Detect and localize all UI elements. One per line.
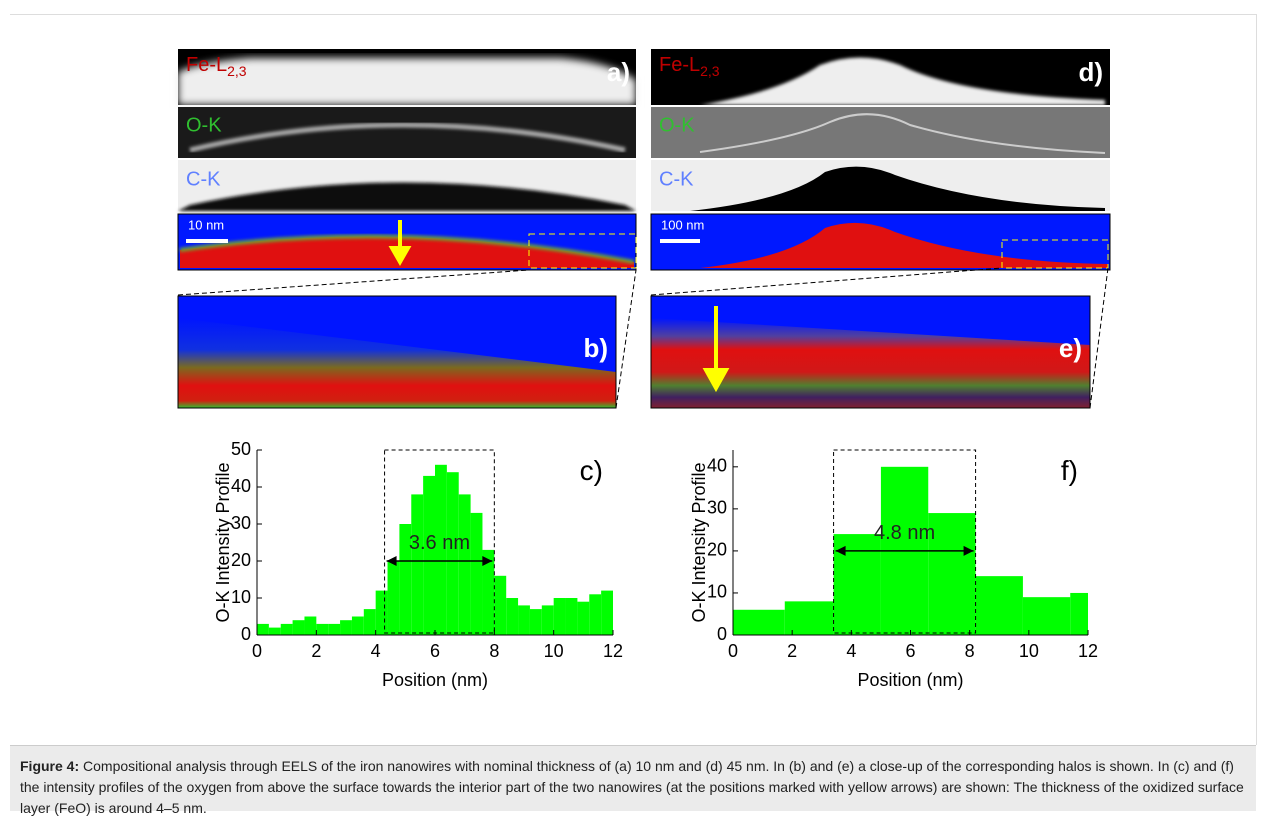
y-tick-label: 10 [707, 582, 727, 602]
bar [928, 513, 976, 635]
panel-e: e) [650, 267, 1109, 409]
annotation-label: 3.6 nm [409, 532, 470, 554]
map-label: Fe-L2,3 [659, 54, 720, 78]
bar [601, 590, 613, 635]
x-axis-label: Position (nm) [857, 670, 963, 690]
bar [304, 616, 317, 635]
panel-label: c) [580, 455, 603, 486]
caption-label: Figure 4: [20, 758, 80, 774]
panel-label: a) [607, 57, 630, 87]
panel-label: e) [1059, 333, 1082, 363]
y-tick-label: 10 [231, 587, 251, 607]
x-tick-label: 6 [905, 641, 915, 661]
panel-label: f) [1061, 455, 1078, 486]
y-tick-label: 40 [231, 476, 251, 496]
bar [363, 609, 376, 635]
bar [375, 590, 388, 635]
bar [292, 620, 305, 635]
panel-label: d) [1078, 57, 1103, 87]
y-tick-label: 20 [707, 540, 727, 560]
bar [268, 627, 281, 635]
x-tick-label: 4 [371, 641, 381, 661]
bar [553, 598, 566, 635]
map-label-sub: 2,3 [700, 63, 720, 79]
y-tick-label: 0 [241, 624, 251, 644]
bar [733, 609, 785, 635]
bar [458, 494, 471, 635]
scale-bar-label: 10 nm [188, 217, 224, 232]
y-tick-label: 30 [231, 513, 251, 533]
x-tick-label: 12 [1078, 641, 1098, 661]
bar [589, 594, 602, 635]
x-tick-label: 8 [965, 641, 975, 661]
y-axis-label: O-K Intensity Profile [213, 462, 233, 622]
map-label: C-K [186, 168, 221, 190]
bar [518, 605, 530, 635]
bar [470, 512, 483, 635]
bar [387, 561, 400, 635]
bar [482, 549, 495, 635]
bar [423, 475, 435, 635]
x-tick-label: 4 [846, 641, 856, 661]
x-tick-label: 2 [311, 641, 321, 661]
annotation-box [833, 449, 977, 634]
bar [316, 623, 329, 635]
frame [10, 14, 1257, 745]
x-tick-label: 6 [430, 641, 440, 661]
bar [1022, 597, 1071, 635]
bar [1070, 592, 1088, 635]
bar [494, 575, 507, 635]
bar [529, 609, 542, 635]
panel-a: Fe-L2,3 O-K C-K 10 nm a) [177, 49, 637, 271]
panel-d: Fe-L2,3 O-K C-K 100 nm d) [650, 49, 1111, 271]
scale-bar-label: 100 nm [661, 217, 704, 232]
bar [541, 605, 554, 635]
bar [565, 598, 578, 635]
y-tick-label: 40 [707, 456, 727, 476]
x-tick-label: 2 [787, 641, 797, 661]
figure: Fe-L2,3 O-K C-K 10 nm a) b) Fe-L2,3 O-K … [177, 49, 1111, 690]
x-tick-label: 0 [252, 641, 262, 661]
map-label: O-K [659, 114, 695, 136]
panel-label: b) [583, 333, 608, 363]
bar [257, 623, 269, 635]
map-label: Fe-L2,3 [186, 54, 247, 78]
x-tick-label: 10 [1019, 641, 1039, 661]
map-label-main: Fe-L [186, 54, 227, 76]
y-tick-label: 50 [231, 439, 251, 459]
panel-b: b) [177, 269, 637, 409]
bar [399, 524, 412, 635]
bar [435, 464, 447, 635]
x-tick-label: 0 [728, 641, 738, 661]
bar [784, 601, 834, 635]
bar [280, 623, 293, 635]
bar [411, 494, 424, 635]
x-tick-label: 10 [544, 641, 564, 661]
bar [340, 620, 352, 635]
bar [577, 601, 590, 635]
bar [446, 472, 459, 635]
y-axis-label: O-K Intensity Profile [689, 462, 709, 622]
x-tick-label: 8 [489, 641, 499, 661]
y-tick-label: 30 [707, 498, 727, 518]
annotation-label: 4.8 nm [874, 522, 935, 544]
x-axis-label: Position (nm) [382, 670, 488, 690]
bar [506, 598, 519, 635]
bar [328, 623, 341, 635]
map-label: C-K [659, 168, 694, 190]
x-tick-label: 12 [603, 641, 623, 661]
bar [351, 616, 364, 635]
y-tick-label: 20 [231, 550, 251, 570]
y-tick-label: 0 [717, 624, 727, 644]
caption: Figure 4: Compositional analysis through… [10, 745, 1256, 816]
map-label-main: Fe-L [659, 54, 700, 76]
bar [975, 576, 1023, 635]
caption-text: Compositional analysis through EELS of t… [20, 758, 1244, 816]
map-label: O-K [186, 114, 222, 136]
map-label-sub: 2,3 [227, 63, 247, 79]
